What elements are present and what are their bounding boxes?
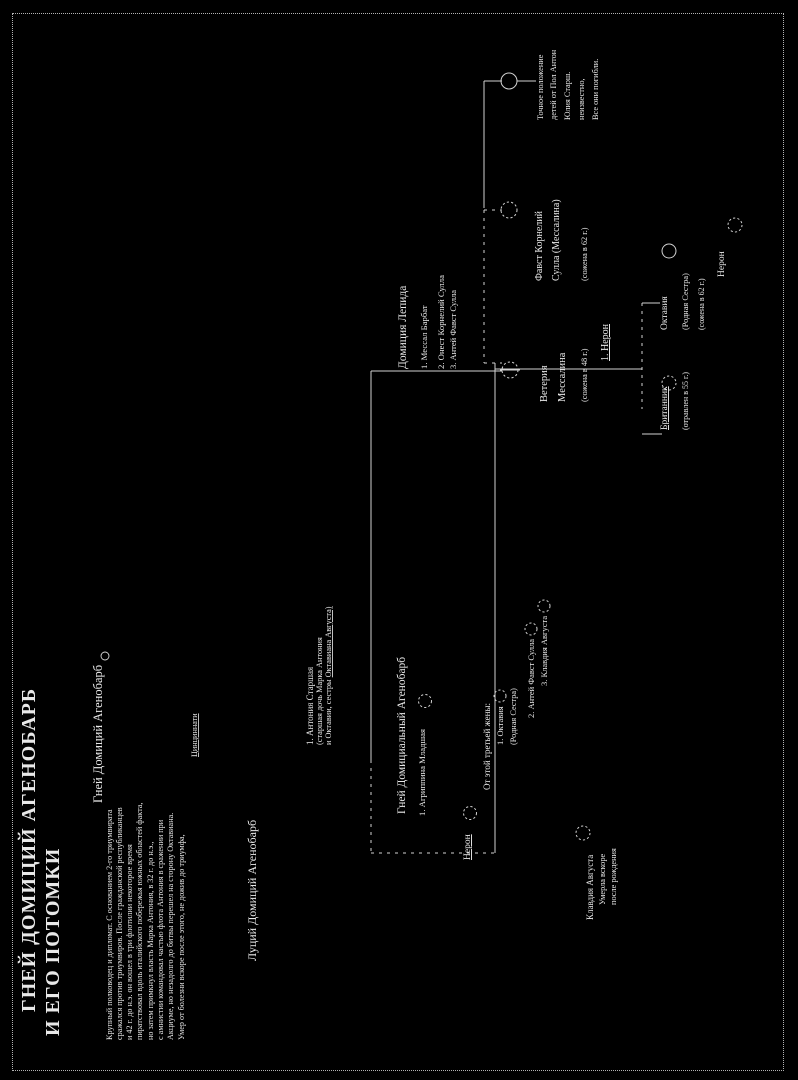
svg-text:сражался против триумвиров. По: сражался против триумвиров. После гражда…: [115, 807, 124, 1040]
svg-text:(Родная Сестра): (Родная Сестра): [681, 273, 690, 330]
svg-text:но затем примкнул власть Марка: но затем примкнул власть Марка Антония, …: [146, 842, 155, 1040]
svg-text:Умерла вскоре: Умерла вскоре: [598, 854, 607, 905]
svg-text:ГНЕЙ ДОМИЦИЙ АГЕНОБАРБ: ГНЕЙ ДОМИЦИЙ АГЕНОБАРБ: [17, 688, 40, 1012]
svg-text:Крупный полководец и дипломат.: Крупный полководец и дипломат. С основан…: [105, 809, 114, 1040]
svg-text:Юлия Старш.: Юлия Старш.: [563, 72, 572, 120]
svg-text:Все они погибли.: Все они погибли.: [591, 59, 600, 120]
svg-text:2. Онест Корнелий Сулла: 2. Онест Корнелий Сулла: [436, 275, 446, 369]
svg-text:после рождения: после рождения: [609, 848, 618, 905]
svg-text:1. Нерон: 1. Нерон: [600, 323, 611, 361]
svg-text:Гней Домиций Агенобарб: Гней Домиций Агенобарб: [91, 665, 105, 803]
svg-text:(Родная Сестра): (Родная Сестра): [509, 688, 518, 745]
svg-text:неизвестно,: неизвестно,: [577, 78, 586, 120]
svg-text:1. Октавия: 1. Октавия: [495, 706, 505, 745]
svg-text:Точное положение: Точное положение: [536, 54, 545, 120]
svg-text:Нерон: Нерон: [717, 251, 727, 277]
svg-text:Нерон: Нерон: [463, 834, 473, 860]
svg-text:2. Антей Фавст Сулла: 2. Антей Фавст Сулла: [526, 639, 536, 718]
svg-text:Британник: Британник: [660, 386, 670, 430]
svg-text:и 42 г. до н.э. он вошел в три: и 42 г. до н.э. он вошел в три флотилии …: [125, 844, 134, 1040]
svg-text:пиратствовал вдоль италийского: пиратствовал вдоль италийского побережья…: [135, 803, 144, 1040]
svg-text:Гней Домициальный Агенобарб: Гней Домициальный Агенобарб: [396, 657, 408, 814]
svg-text:(сожена в 62 г.): (сожена в 62 г.): [697, 278, 706, 330]
svg-text:3. Клавдия Августа: 3. Клавдия Августа: [539, 616, 549, 686]
svg-text:Сулла (Мессалина): Сулла (Мессалина): [551, 199, 562, 281]
svg-text:Фавст Корнелий: Фавст Корнелий: [534, 210, 545, 281]
svg-text:Акциуме, но незадолго до битвы: Акциуме, но незадолго до битвы перешел н…: [166, 813, 175, 1040]
svg-text:(отравлен в 55 г.): (отравлен в 55 г.): [681, 372, 690, 430]
svg-text:И ЕГО ПОТОМКИ: И ЕГО ПОТОМКИ: [42, 848, 64, 1036]
svg-text:Цинциннати: Цинциннати: [190, 713, 199, 757]
svg-text:(сожена в 62 г.): (сожена в 62 г.): [580, 227, 589, 281]
svg-text:Луций Домиций Агенобарб: Луций Домиций Агенобарб: [245, 820, 259, 961]
svg-text:детей от Пол Антон: детей от Пол Антон: [549, 49, 558, 120]
svg-text:Домиция Лепида: Домиция Лепида: [397, 286, 409, 369]
svg-text:(старшая дочь Марка Антония: (старшая дочь Марка Антония: [315, 637, 324, 745]
svg-text:1. Агриппина Младшая: 1. Агриппина Младшая: [417, 729, 427, 816]
svg-text:и Октавии, сестры Октавиана Ав: и Октавии, сестры Октавиана Августа): [324, 606, 333, 745]
svg-text:Клавдия Августа: Клавдия Августа: [585, 855, 595, 920]
svg-text:(сожена в 48 г.): (сожена в 48 г.): [580, 348, 589, 402]
svg-text:Ветерия: Ветерия: [539, 365, 550, 402]
svg-text:с амнистии командовал частью ф: с амнистии командовал частью флота Антон…: [156, 819, 165, 1040]
svg-text:Октавия: Октавия: [660, 296, 670, 330]
svg-text:Умер от болезни вскоре после э: Умер от болезни вскоре после этого, не д…: [177, 834, 186, 1040]
svg-text:3. Антей Фавст Сулла: 3. Антей Фавст Сулла: [448, 290, 458, 369]
svg-text:Мессалина: Мессалина: [557, 352, 568, 402]
svg-text:1. Антония Старшая: 1. Антония Старшая: [305, 667, 315, 745]
svg-text:От этой третьей жены:: От этой третьей жены:: [482, 703, 492, 790]
svg-text:1. Мессал Барбат: 1. Мессал Барбат: [419, 305, 429, 369]
